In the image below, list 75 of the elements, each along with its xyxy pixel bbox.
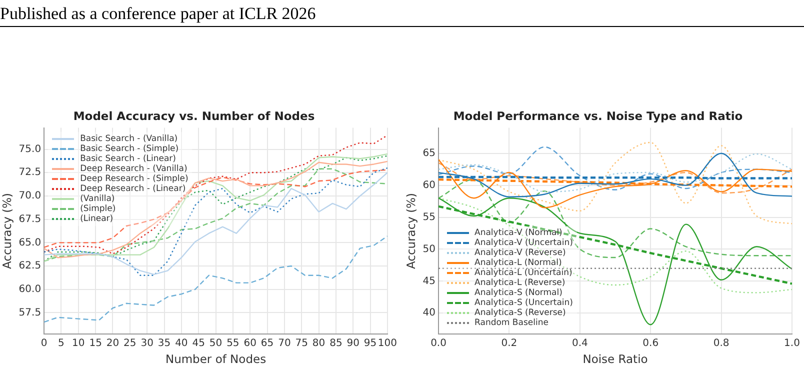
x-axis-title: Number of Nodes	[165, 352, 266, 366]
legend-label: Analytica-V (Uncertain)	[474, 238, 573, 248]
legend-label: Random Baseline	[474, 318, 548, 328]
x-tick-label: 0.4	[572, 338, 588, 349]
x-axis-title: Noise Ratio	[582, 352, 648, 366]
y-tick-label: 60	[422, 180, 436, 191]
x-tick-label: 55	[226, 338, 240, 349]
line-series	[438, 178, 792, 258]
x-tick-label: 0.0	[430, 338, 446, 349]
legend-label: Deep Research - (Simple)	[80, 174, 188, 184]
x-tick-label: 40	[175, 338, 188, 349]
line-series	[438, 142, 792, 224]
legend-label: Analytica-S (Normal)	[474, 288, 562, 298]
x-tick-label: 95	[364, 338, 377, 349]
chart-title: Model Performance vs. Noise Type and Ratio	[453, 108, 743, 123]
legend-label: Analytica-S (Uncertain)	[474, 298, 573, 308]
x-tick-label: 15	[89, 338, 102, 349]
x-tick-label: 85	[330, 338, 342, 349]
y-tick-label: 75.0	[18, 144, 42, 155]
line-series	[438, 162, 792, 194]
legend-label: Analytica-S (Reverse)	[474, 308, 566, 318]
legend-label: Analytica-L (Uncertain)	[474, 268, 572, 278]
chart-title: Model Accuracy vs. Number of Nodes	[73, 108, 315, 123]
x-tick-label: 80	[312, 338, 326, 349]
x-tick-label: 10	[72, 338, 85, 349]
y-tick-label: 57.5	[18, 307, 42, 318]
y-tick-label: 40	[422, 308, 436, 319]
x-tick-label: 0.6	[642, 338, 659, 349]
legend-label: Basic Search - (Linear)	[80, 154, 176, 164]
line-series	[44, 134, 388, 254]
line-series	[438, 159, 792, 208]
y-tick-label: 67.5	[18, 214, 42, 225]
x-tick-label: 30	[140, 338, 154, 349]
legend-label: (Vanilla)	[80, 194, 115, 204]
y-tick-label: 65.0	[18, 237, 42, 248]
legend-label: Basic Search - (Vanilla)	[80, 134, 178, 144]
legend-label: Analytica-L (Reverse)	[474, 278, 566, 288]
line-series	[44, 236, 388, 323]
y-tick-label: 70.0	[18, 190, 42, 202]
x-tick-label: 5	[58, 338, 64, 349]
x-tick-label: 60	[244, 338, 256, 349]
legend-label: Basic Search - (Simple)	[80, 144, 179, 154]
line-series	[438, 197, 792, 326]
legend-label: Deep Research - (Vanilla)	[80, 164, 188, 174]
x-tick-label: 90	[346, 338, 360, 349]
legend-label: (Linear)	[80, 214, 114, 224]
y-axis-title: Accuracy (%)	[0, 192, 14, 270]
text: Published as a conference paper at ICLR 2026	[0, 4, 804, 27]
legend-label: Analytica-V (Normal)	[474, 228, 562, 238]
x-tick-label: 20	[106, 338, 120, 349]
y-tick-label: 55	[422, 212, 436, 223]
x-tick-label: 1.0	[784, 338, 800, 349]
x-tick-label: 65	[260, 338, 274, 349]
x-tick-label: 70	[278, 338, 291, 349]
y-tick-label: 45	[422, 276, 436, 287]
legend-label: (Simple)	[80, 204, 116, 214]
legend-label: Deep Research - (Linear)	[80, 184, 186, 194]
x-tick-label: 45	[192, 338, 205, 349]
legend-label: Analytica-V (Reverse)	[474, 248, 566, 258]
y-tick-label: 60.0	[18, 284, 42, 295]
y-tick-label: 72.5	[18, 167, 42, 178]
x-tick-label: 75	[295, 338, 308, 349]
x-tick-label: 50	[209, 338, 222, 349]
x-tick-label: 0	[40, 338, 48, 349]
x-tick-label: 35	[158, 338, 171, 349]
y-axis-title: Accuracy (%)	[404, 192, 418, 270]
x-tick-label: 25	[124, 338, 136, 349]
x-tick-label: 100	[378, 338, 398, 349]
legend-label: Analytica-L (Normal)	[474, 258, 562, 268]
x-tick-label: 0.2	[501, 338, 518, 349]
y-tick-label: 62.5	[18, 260, 42, 272]
y-tick-label: 50	[422, 244, 436, 255]
y-tick-label: 65	[422, 148, 436, 159]
line-series	[438, 146, 792, 190]
x-tick-label: 0.8	[713, 338, 730, 349]
